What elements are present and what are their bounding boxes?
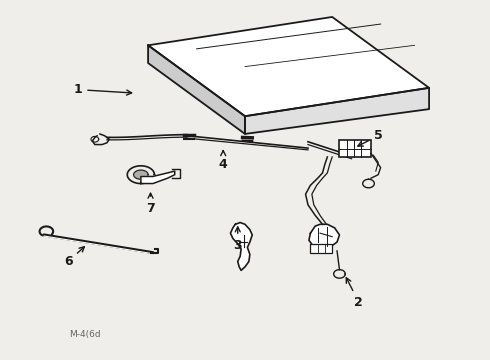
- Polygon shape: [148, 17, 429, 116]
- Text: 1: 1: [74, 83, 132, 96]
- Bar: [310, 244, 332, 253]
- Bar: [340, 140, 371, 157]
- Polygon shape: [148, 45, 245, 134]
- Polygon shape: [309, 224, 340, 249]
- Text: 6: 6: [64, 247, 84, 268]
- Text: 3: 3: [233, 227, 242, 252]
- Polygon shape: [230, 222, 252, 270]
- Polygon shape: [141, 171, 175, 184]
- Text: 2: 2: [346, 278, 363, 309]
- Text: 5: 5: [358, 129, 383, 146]
- Text: 4: 4: [219, 150, 227, 171]
- Text: M-4(6d: M-4(6d: [69, 330, 101, 339]
- Polygon shape: [245, 88, 429, 134]
- Polygon shape: [134, 170, 148, 179]
- Text: 7: 7: [146, 193, 155, 215]
